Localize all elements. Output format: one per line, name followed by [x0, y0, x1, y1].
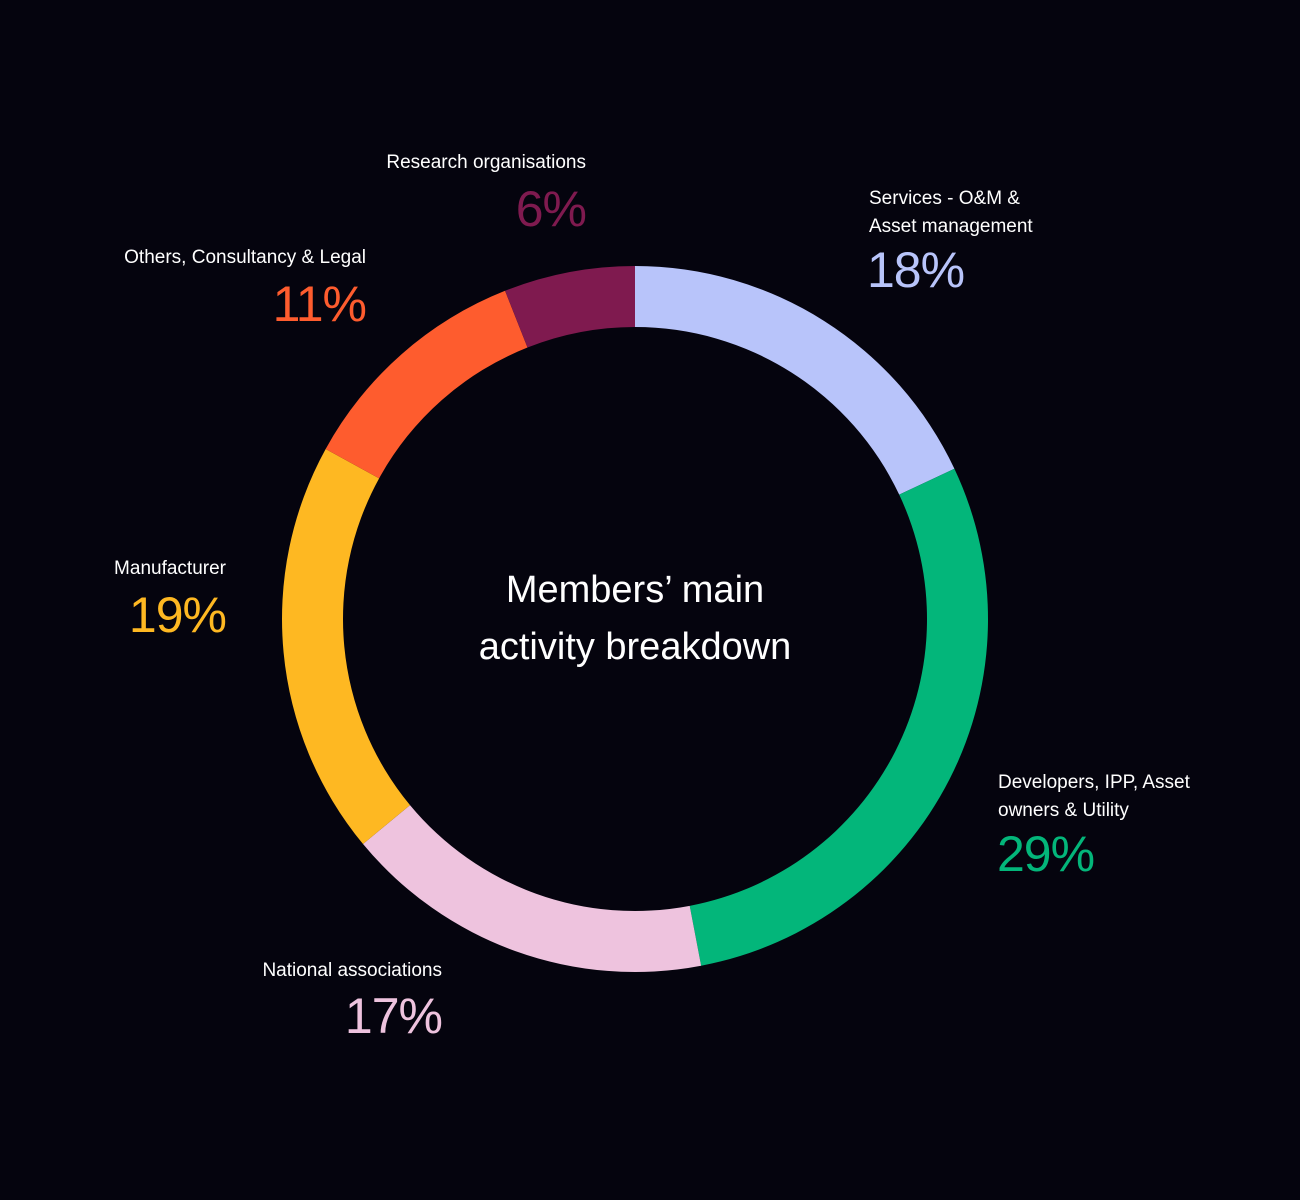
- label-services-line-2: Asset management: [869, 216, 1033, 237]
- chart-title-line-2: activity breakdown: [478, 626, 792, 668]
- label-research-line-1: Research organisations: [386, 152, 586, 173]
- value-national-associations: 17%: [344, 988, 443, 1044]
- label-developers: Developers, IPP, Asset owners & Utility: [998, 769, 1190, 825]
- slice-developers: [689, 468, 989, 966]
- label-national-associations: National associations: [142, 957, 442, 985]
- value-manufacturer: 19%: [128, 587, 227, 643]
- value-research: 6%: [515, 181, 587, 237]
- value-services: 18%: [867, 242, 965, 298]
- label-manufacturer-line-1: Manufacturer: [114, 558, 226, 579]
- label-others-line-1: Others, Consultancy & Legal: [124, 247, 366, 268]
- slice-manufacturer: [282, 448, 411, 845]
- chart-title: Members’ main activity breakdown: [385, 562, 885, 676]
- value-developers: 29%: [997, 826, 1095, 882]
- slice-others: [325, 290, 528, 479]
- slice-services: [635, 266, 955, 495]
- label-national-associations-line-1: National associations: [262, 960, 442, 981]
- label-manufacturer: Manufacturer: [26, 555, 226, 583]
- label-services-line-1: Services - O&M &: [869, 188, 1020, 209]
- label-others: Others, Consultancy & Legal: [16, 244, 366, 272]
- label-research: Research organisations: [286, 149, 586, 177]
- value-others: 11%: [272, 276, 367, 332]
- slice-national-associations: [363, 805, 702, 972]
- chart-title-line-1: Members’ main: [505, 569, 765, 611]
- slice-research: [505, 266, 635, 348]
- label-developers-line-2: owners & Utility: [998, 800, 1129, 821]
- label-developers-line-1: Developers, IPP, Asset: [998, 772, 1190, 793]
- label-services: Services - O&M & Asset management: [869, 185, 1033, 241]
